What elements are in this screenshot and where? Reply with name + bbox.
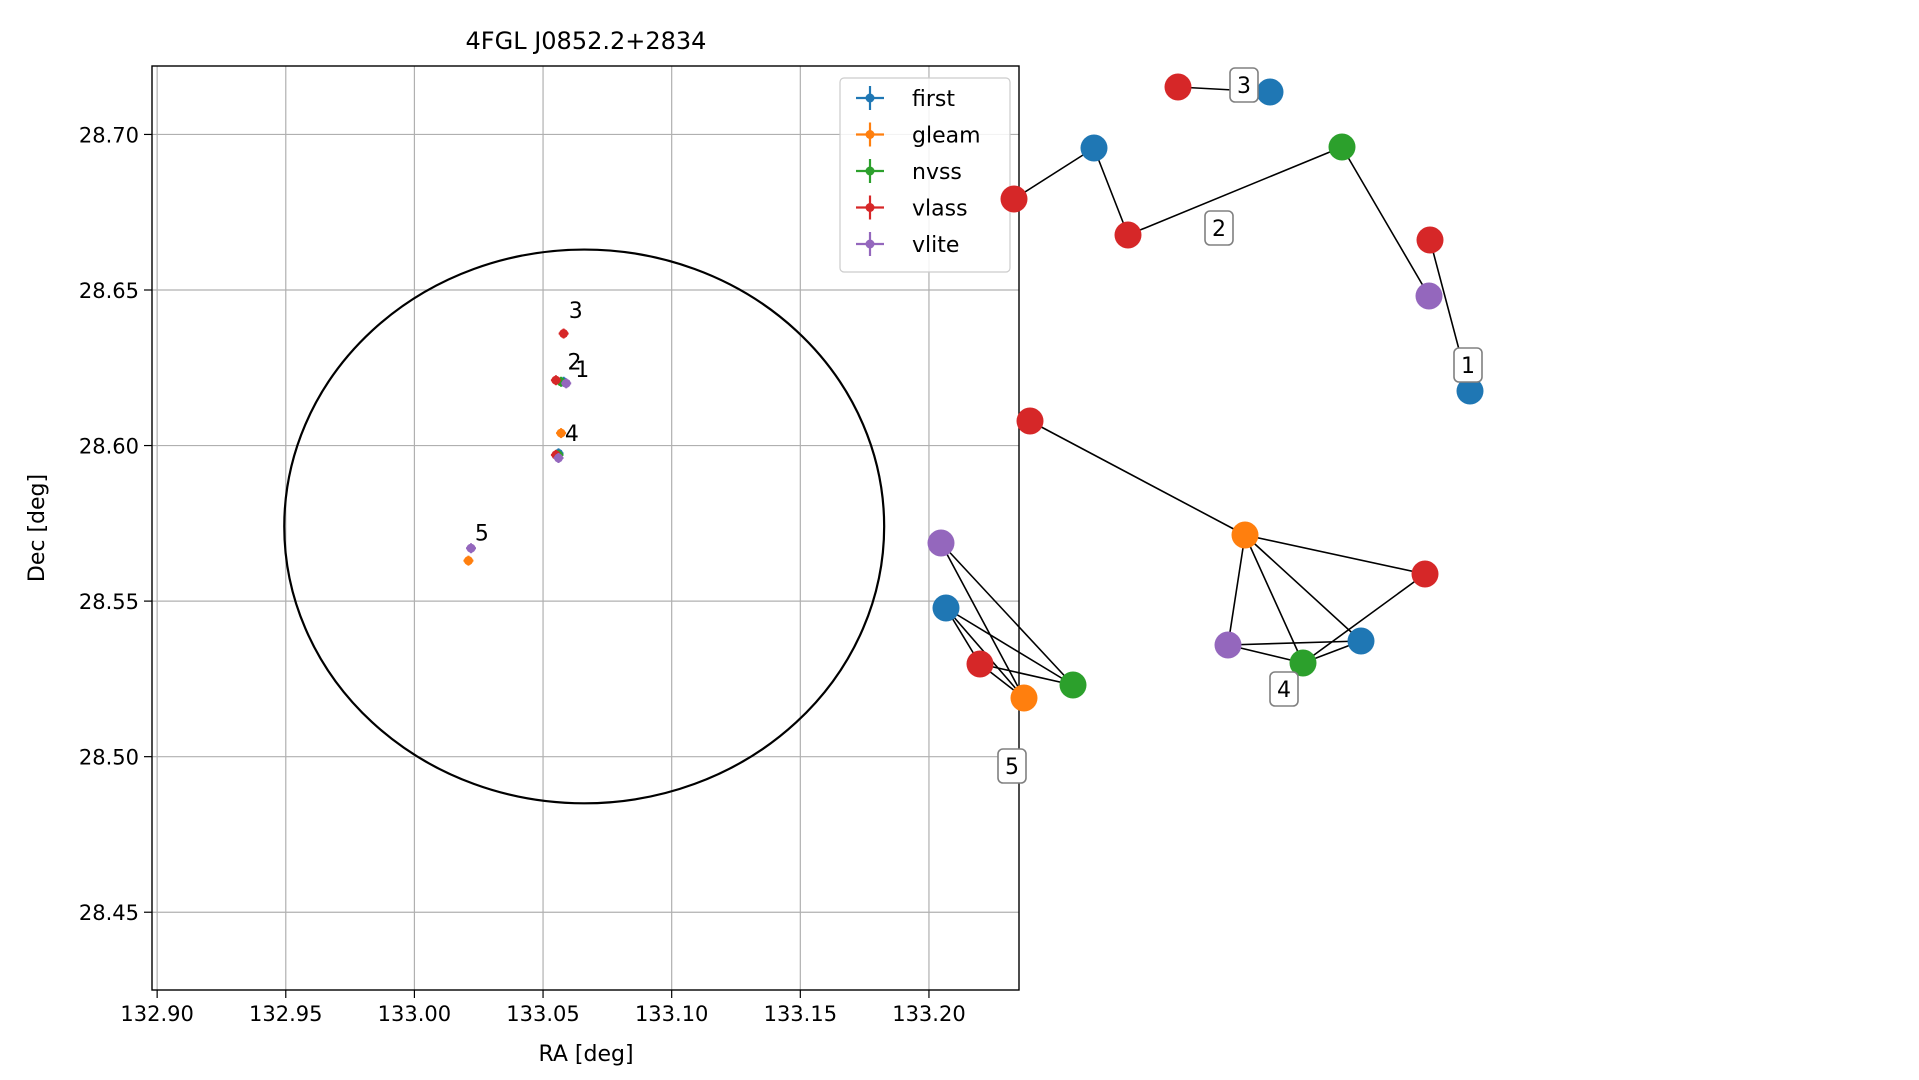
annotation-label: 3 [569, 299, 583, 324]
graph-node-gleam [1231, 521, 1259, 549]
point-gleam [463, 555, 474, 566]
graph-node-nvss [1059, 671, 1087, 699]
cluster-label-text: 5 [1005, 755, 1019, 780]
x-tick-label: 133.15 [764, 1002, 837, 1026]
graph-edges [940, 86, 1471, 699]
legend-label: nvss [912, 160, 962, 185]
graph-node-vlass [1416, 226, 1444, 254]
annotation-label: 1 [575, 358, 589, 383]
y-axis-label: Dec [deg] [25, 474, 50, 582]
cluster-label: 5 [997, 748, 1027, 784]
graph-edge [945, 607, 1074, 686]
y-tick-label: 28.70 [79, 123, 139, 147]
legend-label: gleam [912, 124, 981, 149]
legend-entry: vlass [856, 195, 968, 222]
graph-node-first [1256, 78, 1284, 106]
graph-edge [1227, 534, 1246, 646]
graph-nodes [927, 73, 1484, 712]
graph-node-vlass [1000, 185, 1028, 213]
annotation-label: 2 [567, 350, 581, 375]
x-axis-label: RA [deg] [538, 1042, 633, 1067]
cluster-label: 4 [1269, 671, 1299, 707]
x-tick-label: 133.10 [635, 1002, 708, 1026]
x-tick-label: 132.95 [249, 1002, 322, 1026]
cluster-labels: 3 2 1 4 5 [997, 67, 1483, 784]
cluster-label-text: 3 [1237, 74, 1251, 99]
graph-edge [1127, 146, 1343, 236]
legend-label: first [912, 87, 955, 112]
graph-node-vlass [1114, 221, 1142, 249]
x-tick-label: 132.90 [120, 1002, 193, 1026]
association-circle [283, 248, 886, 805]
x-axis-ticks: 132.90 132.95 133.00 133.05 133.10 133.15 133.… [120, 990, 966, 1026]
graph-node-vlass [1411, 560, 1439, 588]
legend-entry: nvss [856, 159, 962, 185]
graph-edge [1244, 534, 1426, 575]
y-tick-label: 28.65 [79, 279, 139, 303]
association-graph: 3 2 1 4 5 [927, 67, 1484, 784]
graph-node-first [1456, 377, 1484, 405]
graph-node-first [932, 594, 960, 622]
legend-label: vlass [912, 197, 968, 222]
data-points [463, 328, 572, 566]
scatter-plot: 132.90 132.95 133.00 133.05 133.10 133.15 133.… [25, 27, 1020, 1067]
y-tick-label: 28.50 [79, 746, 139, 770]
y-tick-label: 28.45 [79, 901, 139, 925]
cluster-label: 1 [1453, 347, 1483, 383]
cluster-label-text: 2 [1212, 217, 1226, 242]
point-vlass [558, 328, 569, 339]
graph-edge [1093, 147, 1129, 236]
graph-edge [940, 542, 1025, 699]
annotation-label: 4 [565, 422, 579, 447]
annotation-label: 5 [475, 521, 489, 546]
graph-edge [940, 542, 1074, 686]
legend-label: vlite [912, 233, 959, 258]
graph-node-vlass [1164, 73, 1192, 101]
legend-entry: first [856, 86, 955, 112]
graph-edge [1244, 534, 1362, 642]
y-tick-label: 28.55 [79, 590, 139, 614]
graph-edge [1029, 420, 1246, 536]
graph-edge [1227, 640, 1362, 646]
legend-entry: gleam [856, 122, 981, 149]
point-vlite [553, 453, 564, 463]
graph-node-vlite [1415, 282, 1443, 310]
y-tick-label: 28.60 [79, 435, 139, 459]
graph-node-vlass [966, 650, 994, 678]
graph-edge [979, 663, 1074, 686]
graph-node-nvss [1289, 649, 1317, 677]
x-tick-label: 133.05 [506, 1002, 579, 1026]
source-annotations: 3 21 4 5 [475, 299, 589, 546]
graph-edge [1341, 146, 1430, 297]
cluster-label: 2 [1204, 210, 1234, 246]
graph-node-first [1347, 627, 1375, 655]
graph-node-vlass [1016, 407, 1044, 435]
graph-edge [1302, 573, 1426, 664]
x-tick-label: 133.00 [378, 1002, 451, 1026]
chart-title: 4FGL J0852.2+2834 [466, 27, 707, 55]
x-tick-label: 133.20 [892, 1002, 965, 1026]
y-axis-ticks: 28.45 28.50 28.55 28.60 28.65 28.70 [79, 123, 152, 925]
graph-edge [1013, 147, 1095, 200]
graph-node-vlite [927, 529, 955, 557]
cluster-label-text: 1 [1461, 354, 1475, 379]
graph-node-nvss [1328, 133, 1356, 161]
plot-frame [151, 65, 1020, 991]
graph-node-gleam [1010, 684, 1038, 712]
point-vlite [561, 378, 572, 389]
legend: first gleam nvss vlass vlite [839, 77, 1011, 273]
graph-node-vlite [1214, 631, 1242, 659]
legend-box [839, 77, 1011, 273]
legend-entry: vlite [856, 232, 959, 258]
graph-edge [1244, 534, 1304, 664]
cluster-label-text: 4 [1277, 678, 1291, 703]
graph-node-first [1080, 134, 1108, 162]
point-gleam [556, 428, 567, 439]
cluster-label: 3 [1229, 67, 1259, 103]
point-vlite [466, 543, 477, 554]
point-vlass [550, 375, 561, 386]
